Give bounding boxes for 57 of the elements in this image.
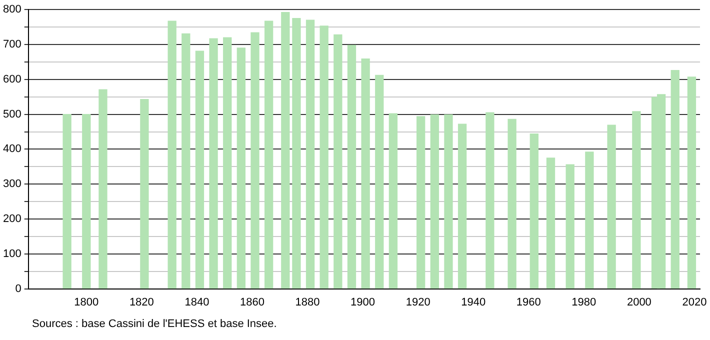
y-tick-label: 800 bbox=[2, 4, 22, 16]
y-tick-label: 300 bbox=[2, 178, 22, 190]
bar bbox=[182, 33, 190, 289]
x-tick-label: 1800 bbox=[74, 296, 99, 308]
y-tick-label: 100 bbox=[2, 248, 22, 260]
bar bbox=[566, 164, 574, 289]
bar bbox=[486, 112, 494, 289]
bar bbox=[82, 114, 91, 289]
bar bbox=[585, 152, 594, 289]
bar bbox=[195, 50, 204, 289]
bar bbox=[140, 98, 149, 289]
bar bbox=[607, 124, 616, 289]
source-note: Sources : base Cassini de l'EHESS et base Insee. bbox=[32, 318, 277, 330]
y-tick-label: 600 bbox=[2, 73, 22, 86]
x-tick-label: 1980 bbox=[572, 296, 596, 308]
bar bbox=[209, 38, 218, 289]
bar bbox=[546, 158, 556, 289]
bar bbox=[388, 113, 398, 289]
bar bbox=[250, 32, 260, 289]
bar bbox=[320, 26, 328, 289]
x-tick-label: 1940 bbox=[461, 296, 486, 308]
bar bbox=[292, 18, 301, 289]
x-tick-label: 2020 bbox=[682, 296, 707, 308]
bar bbox=[430, 114, 439, 289]
bar bbox=[281, 12, 290, 289]
bar bbox=[687, 76, 696, 289]
x-tick-label: 1820 bbox=[129, 296, 154, 308]
y-tick-label: 500 bbox=[2, 108, 22, 120]
bar bbox=[670, 70, 680, 289]
bar bbox=[62, 114, 72, 289]
bar bbox=[444, 114, 453, 289]
y-tick-label: 400 bbox=[2, 143, 22, 156]
y-tick-label: 0 bbox=[15, 282, 22, 295]
x-tick-label: 1860 bbox=[240, 296, 264, 308]
bar bbox=[458, 124, 467, 289]
bar bbox=[306, 20, 315, 289]
x-tick-label: 1900 bbox=[350, 296, 376, 308]
bar bbox=[264, 20, 274, 289]
y-tick-label: 700 bbox=[2, 38, 22, 51]
bar bbox=[168, 20, 176, 289]
x-tick-label: 1880 bbox=[295, 296, 320, 308]
bar bbox=[530, 134, 538, 289]
bar bbox=[416, 116, 426, 289]
bar bbox=[361, 58, 370, 289]
x-tick-label: 1960 bbox=[516, 296, 541, 308]
bar bbox=[236, 48, 246, 289]
bar bbox=[223, 37, 232, 289]
bar bbox=[98, 89, 108, 289]
y-tick-label: 200 bbox=[2, 213, 22, 226]
bar bbox=[375, 74, 384, 289]
x-tick-label: 1840 bbox=[184, 296, 210, 308]
bar bbox=[632, 111, 641, 289]
bar bbox=[347, 44, 356, 289]
bar bbox=[508, 118, 516, 289]
x-tick-label: 1920 bbox=[406, 296, 430, 308]
x-tick-label: 2000 bbox=[626, 296, 652, 308]
bar bbox=[334, 34, 342, 289]
